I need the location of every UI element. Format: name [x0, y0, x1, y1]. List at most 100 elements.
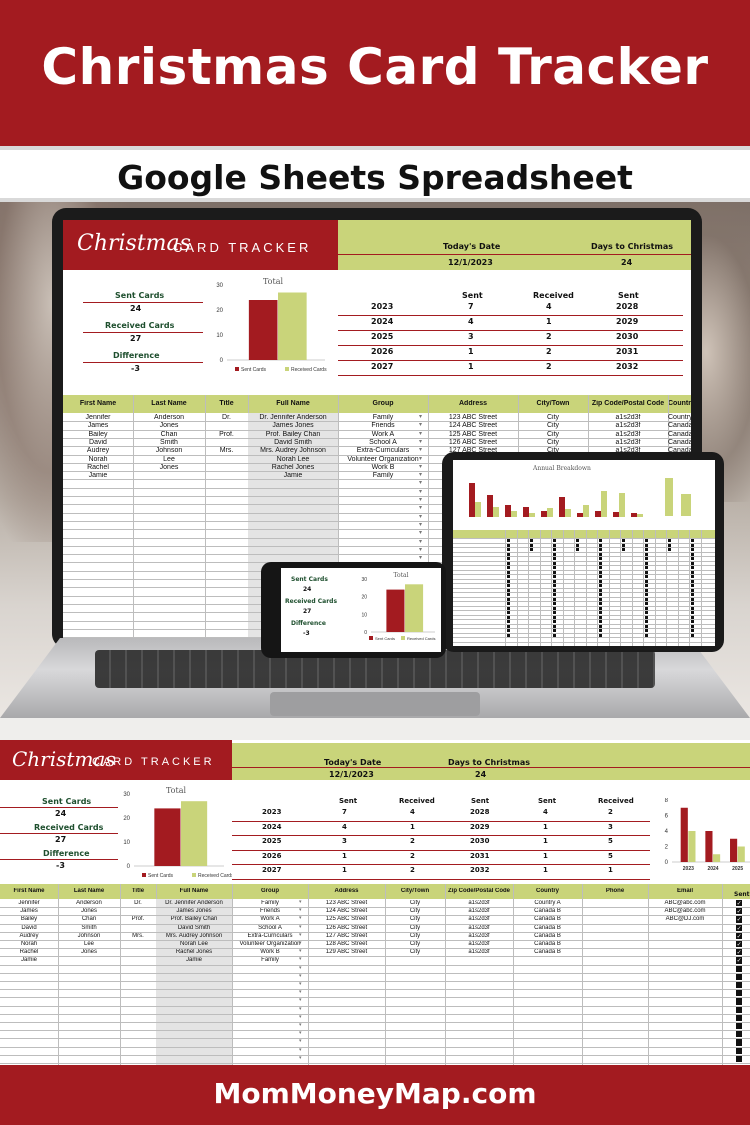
sent-checkbox[interactable]: ✓ [736, 932, 743, 940]
table-cell[interactable]: Canada B [534, 949, 561, 956]
table-cell[interactable]: City [409, 932, 421, 939]
table-cell[interactable]: Family [261, 957, 279, 964]
dropdown-arrow-icon[interactable]: ▾ [419, 421, 423, 429]
table-cell[interactable]: David [21, 924, 37, 931]
checkbox-icon[interactable] [507, 584, 510, 587]
table-cell[interactable]: Rachel [19, 949, 39, 956]
checkbox-icon[interactable] [645, 543, 648, 547]
table-cell[interactable]: 123 ABC Street [448, 414, 498, 421]
table-cell[interactable]: Canada B [534, 908, 561, 915]
dropdown-arrow-icon[interactable]: ▾ [419, 529, 423, 537]
checkbox-icon[interactable] [553, 606, 556, 610]
table-cell[interactable]: James [20, 908, 38, 915]
checkbox-icon[interactable] [553, 584, 556, 587]
checkbox-icon[interactable] [553, 633, 556, 637]
checkbox-icon[interactable] [599, 552, 602, 556]
table-cell[interactable]: David Smith [274, 438, 312, 446]
checkbox-icon[interactable] [622, 548, 625, 551]
dropdown-arrow-icon[interactable]: ▾ [299, 956, 302, 963]
sent-checkbox[interactable] [736, 973, 743, 980]
table-cell[interactable]: Family [261, 900, 279, 906]
checkbox-icon[interactable] [507, 543, 510, 547]
table-cell[interactable]: Jennifer [85, 414, 111, 421]
sent-checkbox[interactable] [736, 1055, 743, 1062]
dropdown-arrow-icon[interactable]: ▾ [419, 454, 423, 462]
column-header[interactable]: Full Name [179, 887, 209, 894]
dropdown-arrow-icon[interactable]: ▾ [419, 504, 423, 512]
checkbox-icon[interactable] [553, 552, 556, 556]
checkbox-icon[interactable] [599, 539, 602, 542]
table-cell[interactable]: Anderson [154, 414, 184, 421]
checkbox-icon[interactable] [645, 575, 648, 578]
dropdown-arrow-icon[interactable]: ▾ [419, 462, 423, 470]
checkbox-icon[interactable] [691, 566, 694, 569]
checkbox-icon[interactable] [691, 633, 694, 637]
table-cell[interactable]: Volunteer Organization [239, 941, 301, 947]
checkbox-icon[interactable] [553, 579, 556, 583]
table-cell[interactable]: Work B [371, 463, 395, 471]
dropdown-arrow-icon[interactable]: ▾ [299, 923, 302, 930]
checkbox-icon[interactable] [553, 597, 556, 601]
table-cell[interactable]: Country A [668, 414, 691, 421]
table-cell[interactable]: Mrs. Audrey Johnson [260, 447, 326, 455]
table-cell[interactable]: Country A [534, 900, 561, 906]
table-cell[interactable]: Canada B [668, 422, 691, 430]
table-cell[interactable]: Chan [160, 430, 178, 438]
table-cell[interactable]: Canada B [534, 941, 561, 947]
dropdown-arrow-icon[interactable]: ▾ [419, 554, 423, 562]
checkbox-icon[interactable] [599, 588, 602, 592]
table-cell[interactable]: ABC@abc.com [664, 908, 706, 915]
checkbox-icon[interactable] [507, 620, 510, 623]
column-header[interactable]: Zip Code/Postal Code [591, 399, 665, 407]
checkbox-icon[interactable] [599, 575, 602, 578]
checkbox-icon[interactable] [507, 602, 510, 605]
dropdown-arrow-icon[interactable]: ▾ [299, 972, 302, 979]
table-cell[interactable]: Jones [80, 949, 97, 956]
column-header[interactable]: Phone [605, 887, 625, 894]
checkbox-icon[interactable] [599, 606, 602, 610]
table-cell[interactable]: Dr. [222, 414, 231, 421]
checkbox-icon[interactable] [599, 561, 602, 565]
checkbox-icon[interactable] [553, 561, 556, 565]
checkbox-icon[interactable] [507, 579, 510, 583]
sent-checkbox[interactable] [736, 990, 743, 997]
checkbox-icon[interactable] [691, 579, 694, 583]
table-cell[interactable]: School A [258, 924, 282, 931]
table-cell[interactable]: Friends [371, 422, 395, 430]
checkbox-icon[interactable] [507, 557, 510, 560]
dropdown-arrow-icon[interactable]: ▾ [299, 907, 302, 914]
checkbox-icon[interactable] [691, 611, 694, 614]
table-cell[interactable]: James Jones [272, 422, 314, 430]
table-cell[interactable]: 126 ABC Street [448, 438, 498, 446]
table-cell[interactable]: a1s2d3f [468, 900, 490, 906]
dropdown-arrow-icon[interactable]: ▾ [299, 1013, 302, 1020]
table-cell[interactable]: Family [372, 472, 394, 480]
table-cell[interactable]: Jennifer [18, 900, 40, 906]
table-cell[interactable]: City [546, 447, 560, 455]
dropdown-arrow-icon[interactable]: ▾ [299, 940, 302, 946]
column-header[interactable]: First Name [79, 399, 117, 407]
checkbox-icon[interactable] [553, 539, 556, 542]
checkbox-icon[interactable] [576, 548, 579, 551]
checkbox-icon[interactable] [599, 620, 602, 623]
table-cell[interactable]: David Smith [177, 924, 211, 931]
checkbox-icon[interactable] [507, 629, 510, 632]
checkbox-icon[interactable] [599, 584, 602, 587]
checkbox-icon[interactable] [668, 539, 671, 542]
dropdown-arrow-icon[interactable]: ▾ [299, 1030, 302, 1037]
table-cell[interactable]: Jamie [20, 957, 37, 964]
table-cell[interactable]: Rachel Jones [271, 463, 315, 471]
checkbox-icon[interactable] [645, 606, 648, 610]
table-cell[interactable]: City [546, 430, 560, 438]
checkbox-icon[interactable] [553, 566, 556, 569]
checkbox-icon[interactable] [645, 579, 648, 583]
table-cell[interactable]: Canada B [668, 447, 691, 455]
checkbox-icon[interactable] [599, 611, 602, 614]
checkbox-icon[interactable] [553, 624, 556, 628]
table-cell[interactable]: Dr. Jennifer Anderson [259, 414, 327, 421]
checkbox-icon[interactable] [599, 602, 602, 605]
dropdown-arrow-icon[interactable]: ▾ [419, 487, 423, 495]
checkbox-icon[interactable] [507, 588, 510, 592]
checkbox-icon[interactable] [691, 588, 694, 592]
table-cell[interactable]: a1s2d3f [615, 438, 641, 446]
